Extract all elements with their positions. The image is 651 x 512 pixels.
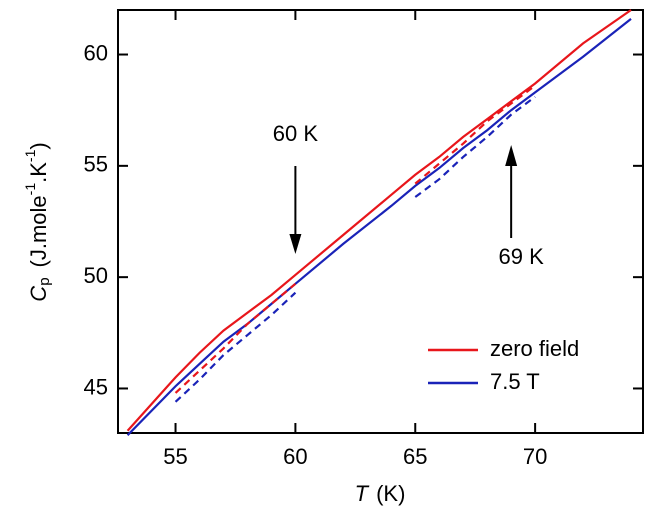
y-label-symbol: C xyxy=(26,286,51,302)
annotation: 69 K xyxy=(499,244,545,269)
y-tick-label: 45 xyxy=(84,374,108,399)
x-tick-label: 70 xyxy=(523,444,547,469)
dashed-line xyxy=(174,95,536,403)
y-tick-label: 50 xyxy=(84,263,108,288)
x-label-unit: (K) xyxy=(376,481,405,506)
x-tick-label: 55 xyxy=(163,444,187,469)
x-tick-label: 65 xyxy=(403,444,427,469)
dashed-line xyxy=(174,84,536,394)
arrow-head xyxy=(289,234,302,254)
line xyxy=(126,9,632,432)
annotation: 60 K xyxy=(273,121,319,146)
x-tick-label: 60 xyxy=(283,444,307,469)
y-label-unit: .K xyxy=(26,162,51,183)
line xyxy=(126,18,632,436)
y-label-sup: -1 xyxy=(22,149,38,162)
x-label-symbol: T xyxy=(355,481,370,506)
x-axis-label: T (K) xyxy=(355,481,406,506)
y-axis-label: Cp(J.mole-1.K-1) xyxy=(22,142,53,301)
y-tick-label: 60 xyxy=(84,40,108,65)
y-tick-label: 55 xyxy=(84,152,108,177)
y-label-unit: (J.mole xyxy=(26,195,51,267)
legend-label: zero field xyxy=(490,336,579,361)
y-label-unit: ) xyxy=(26,142,51,149)
plot-frame xyxy=(117,9,644,434)
y-label-sup: -1 xyxy=(22,183,38,196)
y-label-sub: p xyxy=(36,277,53,285)
legend-label: 7.5 T xyxy=(490,369,540,394)
arrow-head xyxy=(505,145,518,166)
